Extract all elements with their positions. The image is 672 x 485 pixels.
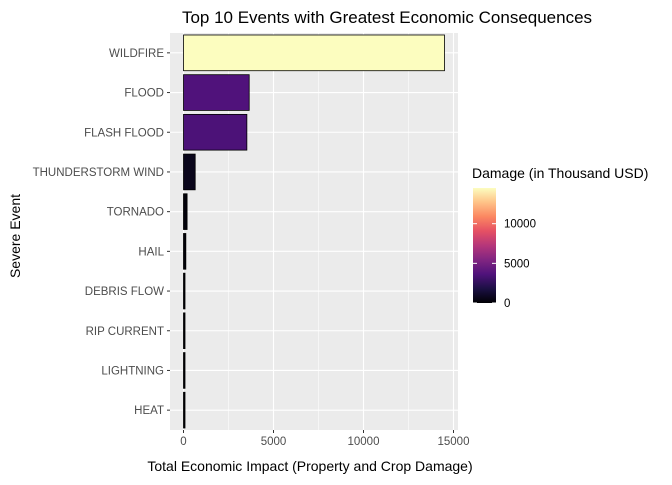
x-axis-ticks: 0 5000 10000 15000 [180, 430, 469, 448]
bar-debris-flow [183, 272, 186, 310]
legend-tick-label: 5000 [504, 258, 530, 270]
y-tick-label: DEBRIS FLOW [85, 286, 164, 298]
y-tick-label: FLASH FLOOD [84, 127, 164, 139]
bar-rip-current [183, 312, 186, 350]
legend-tick-label: 0 [504, 298, 510, 310]
y-tick-label: WILDFIRE [109, 48, 164, 60]
bar-hail [183, 233, 187, 270]
x-tick-label: 15000 [438, 436, 470, 448]
y-tick-label: HAIL [138, 246, 164, 258]
y-axis-ticks: WILDFIRE FLOOD FLASH FLOOD THUNDERSTORM WIN… [33, 48, 170, 417]
x-tick-label: 5000 [261, 436, 287, 448]
bar-flood [183, 74, 250, 111]
y-tick-label: HEAT [134, 405, 164, 417]
legend: Damage (in Thousand USD) 0 5000 10000 [472, 165, 648, 310]
legend-tick-label: 10000 [504, 219, 536, 231]
x-tick-label: 10000 [348, 436, 380, 448]
legend-ticks: 0 5000 10000 [473, 219, 536, 310]
bar-flash-flood [183, 113, 248, 151]
y-tick-label: TORNADO [107, 207, 164, 219]
bar-thunderstorm-wind [183, 153, 196, 191]
y-tick-label: RIP CURRENT [86, 326, 164, 338]
bars [183, 34, 445, 429]
y-tick-label: LIGHTNING [101, 365, 164, 377]
bar-lightning [183, 352, 186, 389]
y-tick-label: THUNDERSTORM WIND [33, 167, 164, 179]
x-axis-title: Total Economic Impact (Property and Crop… [147, 458, 472, 474]
bar-wildfire [183, 34, 445, 72]
legend-colorbar [473, 188, 496, 303]
y-tick-label: FLOOD [124, 88, 164, 100]
bar-heat [183, 391, 186, 429]
legend-title: Damage (in Thousand USD) [472, 165, 648, 181]
chart-title: Top 10 Events with Greatest Economic Con… [182, 8, 592, 27]
bar-tornado [183, 193, 188, 230]
x-tick-label: 0 [180, 436, 186, 448]
y-axis-title: Severe Event [7, 194, 23, 278]
